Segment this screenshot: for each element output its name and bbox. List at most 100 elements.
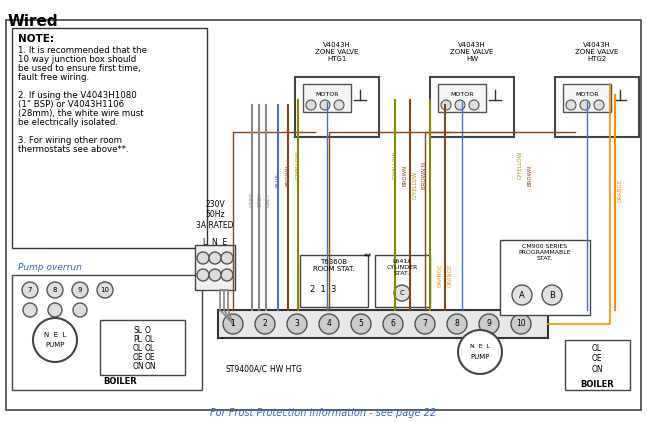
Circle shape — [458, 330, 502, 374]
Text: BROWN N: BROWN N — [422, 162, 428, 189]
Text: Wired: Wired — [8, 14, 59, 29]
Text: 3. For wiring other room: 3. For wiring other room — [18, 136, 122, 145]
Text: ORANGE: ORANGE — [437, 263, 443, 287]
Text: (1" BSP) or V4043H1106: (1" BSP) or V4043H1106 — [18, 100, 124, 109]
Bar — [555, 77, 639, 137]
Text: L  N  E: L N E — [203, 238, 227, 247]
Text: V4043H
ZONE VALVE
HTG2: V4043H ZONE VALVE HTG2 — [575, 42, 619, 62]
Circle shape — [320, 100, 330, 110]
Text: BLUE: BLUE — [276, 173, 281, 187]
Text: A: A — [519, 290, 525, 300]
Text: GREY: GREY — [265, 193, 270, 207]
Text: CM900 SERIES
PROGRAMMABLE
STAT.: CM900 SERIES PROGRAMMABLE STAT. — [519, 244, 571, 261]
Circle shape — [566, 100, 576, 110]
Text: be electrically isolated.: be electrically isolated. — [18, 118, 118, 127]
Circle shape — [22, 282, 38, 298]
Text: OL: OL — [145, 335, 155, 344]
Text: 10 way junction box should: 10 way junction box should — [18, 55, 137, 64]
Text: OL: OL — [133, 344, 143, 353]
Text: GREY: GREY — [258, 193, 263, 207]
Text: fault free wiring.: fault free wiring. — [18, 73, 89, 82]
Text: **: ** — [364, 253, 372, 262]
Text: N  E  L: N E L — [470, 344, 490, 349]
Text: ST9400A/C: ST9400A/C — [225, 365, 267, 374]
Text: 5: 5 — [358, 319, 364, 328]
Text: L641A
CYLINDER
STAT.: L641A CYLINDER STAT. — [386, 259, 417, 276]
Circle shape — [221, 252, 233, 264]
Circle shape — [479, 314, 499, 334]
Bar — [375, 255, 430, 307]
Text: (28mm), the white wire must: (28mm), the white wire must — [18, 109, 144, 118]
Text: B: B — [549, 290, 555, 300]
Circle shape — [255, 314, 275, 334]
Bar — [218, 310, 548, 338]
Text: OL: OL — [145, 344, 155, 353]
Circle shape — [542, 285, 562, 305]
Circle shape — [23, 303, 37, 317]
Circle shape — [512, 285, 532, 305]
Circle shape — [48, 303, 62, 317]
Circle shape — [209, 252, 221, 264]
Text: V4043H
ZONE VALVE
HW: V4043H ZONE VALVE HW — [450, 42, 494, 62]
Text: HW HTG: HW HTG — [270, 365, 302, 374]
Circle shape — [469, 100, 479, 110]
Text: MOTOR: MOTOR — [575, 92, 598, 97]
Text: ON: ON — [145, 362, 157, 371]
Circle shape — [383, 314, 403, 334]
Text: NOTE:: NOTE: — [18, 34, 54, 44]
Text: For Frost Protection information - see page 22: For Frost Protection information - see p… — [210, 408, 436, 418]
Text: 4: 4 — [327, 319, 331, 328]
Text: V4043H
ZONE VALVE
HTG1: V4043H ZONE VALVE HTG1 — [315, 42, 358, 62]
Text: G/YELLOW: G/YELLOW — [413, 171, 417, 199]
Bar — [565, 340, 630, 390]
Text: PUMP: PUMP — [470, 354, 490, 360]
Text: 2  1  3: 2 1 3 — [310, 285, 336, 294]
Bar — [500, 240, 590, 315]
Circle shape — [455, 100, 465, 110]
Text: BROWN: BROWN — [285, 165, 291, 186]
Text: BOILER: BOILER — [103, 377, 137, 386]
Text: Pump overrun: Pump overrun — [18, 263, 82, 272]
Circle shape — [223, 314, 243, 334]
Circle shape — [447, 314, 467, 334]
Bar — [563, 84, 611, 112]
Bar — [295, 77, 379, 137]
Bar — [303, 84, 351, 112]
Circle shape — [97, 282, 113, 298]
Text: 1: 1 — [230, 319, 236, 328]
Text: BROWN: BROWN — [527, 165, 532, 186]
Bar — [300, 255, 368, 307]
Text: 2. If using the V4043H1080: 2. If using the V4043H1080 — [18, 91, 137, 100]
Bar — [12, 28, 207, 248]
Text: 7: 7 — [422, 319, 428, 328]
Circle shape — [221, 269, 233, 281]
Circle shape — [197, 269, 209, 281]
Circle shape — [394, 285, 410, 301]
Text: N  E  L: N E L — [44, 332, 66, 338]
Text: BROWN: BROWN — [402, 165, 408, 186]
Text: SL: SL — [133, 326, 142, 335]
Circle shape — [319, 314, 339, 334]
Circle shape — [580, 100, 590, 110]
Text: G/YELLOW: G/YELLOW — [296, 151, 300, 179]
Text: G/YELLOW: G/YELLOW — [393, 151, 397, 179]
Text: T6360B
ROOM STAT.: T6360B ROOM STAT. — [313, 259, 355, 272]
Text: 9: 9 — [78, 287, 82, 293]
Text: PL: PL — [133, 335, 142, 344]
Text: 10: 10 — [100, 287, 109, 293]
Text: C: C — [400, 290, 404, 296]
Circle shape — [72, 282, 88, 298]
Text: PUMP: PUMP — [45, 342, 65, 348]
Text: MOTOR: MOTOR — [315, 92, 339, 97]
Circle shape — [197, 252, 209, 264]
Text: OE: OE — [133, 353, 144, 362]
Circle shape — [306, 100, 316, 110]
Circle shape — [594, 100, 604, 110]
Text: 10: 10 — [516, 319, 526, 328]
Text: thermostats see above**.: thermostats see above**. — [18, 145, 129, 154]
Text: OE: OE — [145, 353, 156, 362]
Circle shape — [73, 303, 87, 317]
Text: 7: 7 — [28, 287, 32, 293]
Text: 2: 2 — [263, 319, 267, 328]
Text: BOILER: BOILER — [580, 380, 614, 389]
